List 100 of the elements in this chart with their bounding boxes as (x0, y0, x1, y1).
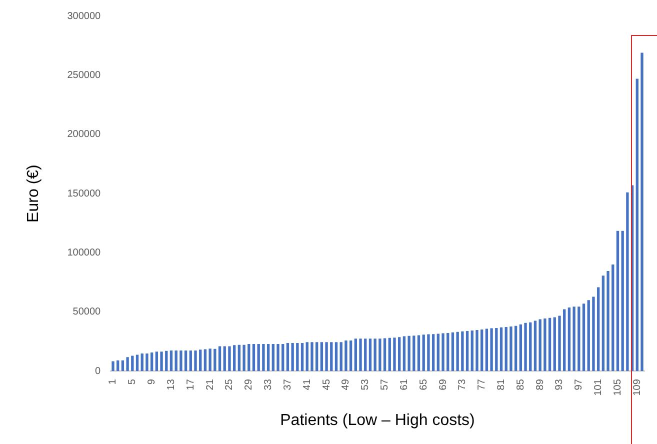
bar (466, 330, 469, 372)
bar (146, 353, 148, 372)
bar (436, 334, 440, 372)
bar (529, 322, 532, 372)
bar (626, 192, 629, 372)
bar (495, 328, 498, 372)
bar (199, 350, 202, 372)
bar (442, 333, 444, 372)
bar (282, 344, 284, 372)
bar (189, 350, 192, 372)
bar (340, 342, 342, 372)
bar (320, 342, 324, 372)
bar (514, 326, 518, 372)
bar (510, 326, 512, 372)
bar (160, 352, 163, 372)
bar (417, 335, 420, 372)
x-tick-label: 61 (398, 378, 410, 390)
x-tick-label: 53 (360, 378, 372, 390)
bar (612, 264, 614, 372)
bar (325, 342, 328, 372)
bar (170, 350, 173, 372)
y-tick-label: 250000 (67, 70, 101, 81)
bar (364, 338, 367, 372)
bar (412, 336, 416, 372)
bar (408, 336, 410, 372)
bar (398, 337, 401, 372)
bar (204, 349, 207, 372)
x-tick-label: 97 (574, 378, 585, 390)
bar (544, 318, 546, 372)
bar (286, 343, 290, 372)
bar (572, 306, 576, 372)
bar (524, 322, 527, 372)
bar (232, 345, 236, 372)
x-tick-label: 81 (496, 378, 508, 390)
x-tick-label: 101 (593, 378, 604, 396)
bar (553, 317, 556, 372)
bar (432, 334, 435, 372)
bar (427, 334, 430, 372)
x-tick-label: 109 (632, 378, 643, 396)
bar (534, 320, 537, 372)
bar (291, 343, 294, 372)
bar (252, 344, 256, 372)
bar (563, 309, 566, 372)
bar (640, 52, 644, 372)
bar (266, 344, 270, 372)
x-tick-label: 9 (146, 378, 158, 385)
bar (485, 328, 488, 372)
bar (165, 350, 168, 372)
x-tick-label: 77 (476, 378, 488, 390)
x-tick-label: 65 (418, 378, 430, 390)
bar (476, 330, 478, 372)
bar (238, 344, 241, 372)
bar (402, 336, 406, 372)
bar (150, 352, 154, 372)
bar (470, 330, 474, 372)
bar (606, 270, 610, 372)
bar (587, 300, 590, 372)
x-tick-label: 13 (166, 378, 177, 390)
bar (334, 342, 338, 372)
x-tick-label: 57 (380, 378, 391, 390)
bar (422, 334, 425, 372)
bar (451, 332, 454, 372)
x-tick-label: 29 (244, 378, 255, 390)
y-tick-label: 0 (95, 366, 102, 377)
x-tick-label: 21 (204, 378, 216, 390)
x-tick-label: 73 (457, 378, 468, 390)
bar (112, 361, 114, 372)
bar (276, 344, 280, 372)
y-tick-label: 50000 (72, 306, 102, 318)
bar (262, 344, 265, 372)
y-tick-label: 300000 (67, 10, 101, 22)
bar (538, 319, 542, 372)
bar (349, 340, 352, 372)
bar (296, 343, 299, 372)
bar (136, 354, 139, 372)
bar (374, 338, 376, 372)
bar (155, 352, 158, 372)
bar (548, 318, 552, 372)
bar (344, 340, 348, 372)
bar (174, 350, 178, 372)
bar (558, 316, 561, 372)
bar (456, 332, 459, 372)
bar (446, 333, 450, 372)
x-tick-label: 69 (438, 378, 449, 390)
bar (180, 350, 182, 372)
bar (208, 348, 212, 372)
bar (568, 308, 571, 372)
bar (636, 78, 638, 372)
x-tick-label: 93 (554, 378, 566, 390)
bar (310, 342, 314, 372)
y-axis-title: Euro (€) (25, 164, 42, 222)
bar (228, 346, 231, 372)
bar (316, 342, 318, 372)
bar (218, 346, 222, 372)
bar (300, 343, 304, 372)
bar (306, 342, 308, 372)
bar (131, 356, 134, 372)
bar (582, 304, 586, 372)
x-tick-label: 1 (108, 378, 119, 385)
bar (490, 328, 493, 372)
